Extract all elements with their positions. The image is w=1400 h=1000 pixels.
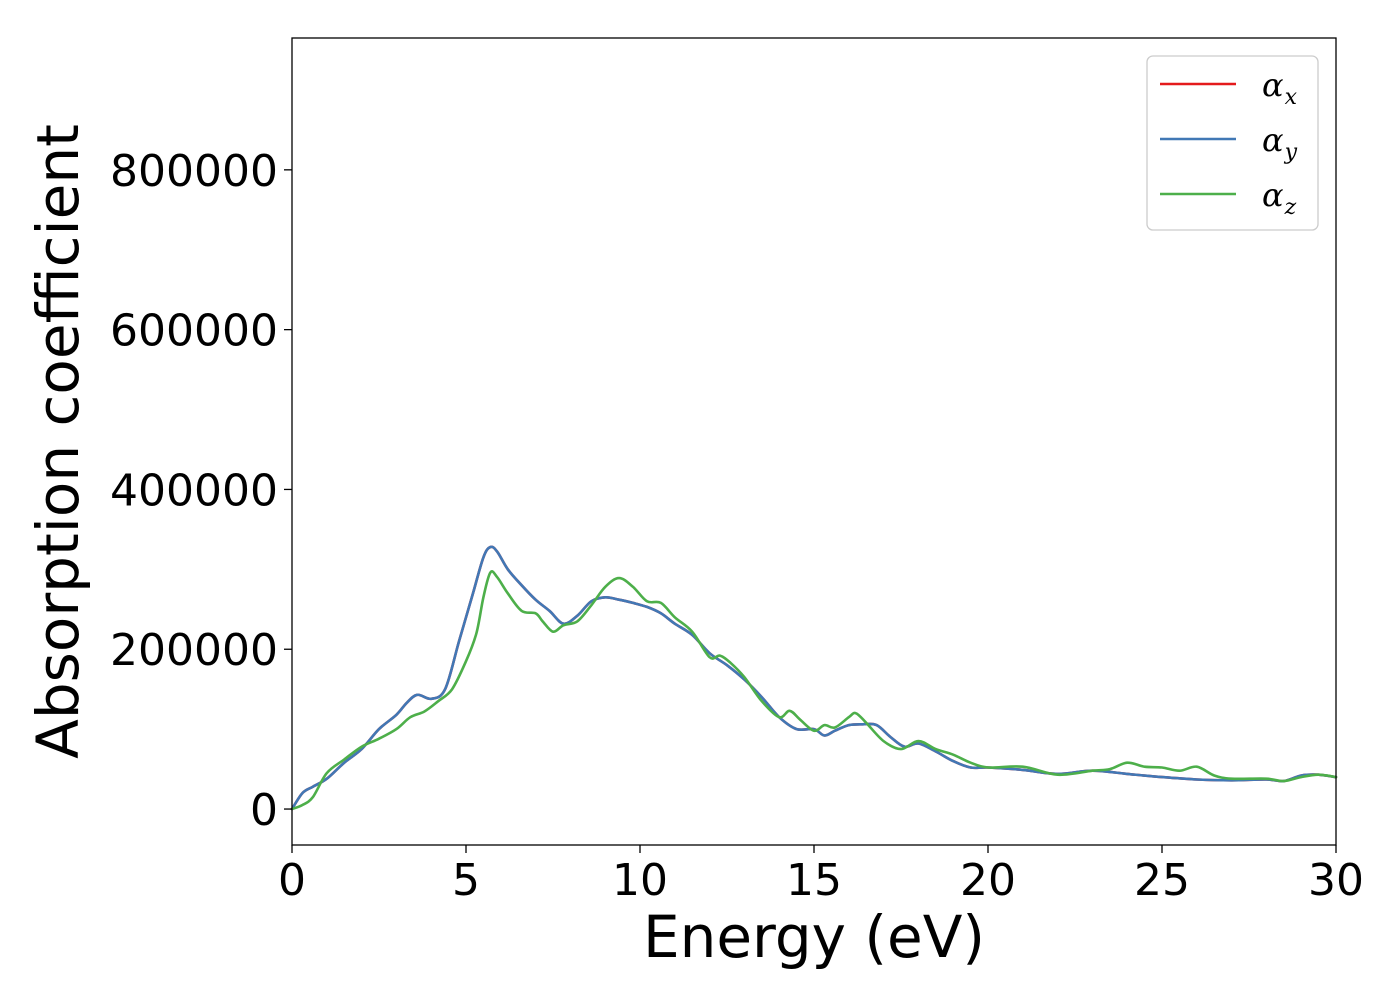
legend-label-base: α xyxy=(1262,176,1284,214)
x-axis-label: Energy (eV) xyxy=(643,903,985,971)
y-tick-label: 600000 xyxy=(110,306,278,357)
legend-label-subscript: x xyxy=(1285,85,1298,110)
y-axis-ticks: 0 200000 400000 600000 800000 xyxy=(110,146,292,836)
legend-label-subscript: z xyxy=(1284,195,1297,220)
x-tick-label: 15 xyxy=(786,855,842,906)
x-tick-label: 10 xyxy=(612,855,668,906)
x-axis-ticks: 0 5 10 15 20 25 30 xyxy=(278,845,1364,906)
legend-label-subscript: y xyxy=(1284,140,1298,165)
legend-label-z: αz xyxy=(1262,176,1297,220)
x-tick-label: 25 xyxy=(1134,855,1190,906)
legend-label-base: α xyxy=(1262,121,1284,159)
x-tick-label: 0 xyxy=(278,855,306,906)
legend-box xyxy=(1146,55,1319,231)
x-tick-label: 20 xyxy=(960,855,1016,906)
legend-label-y: αy xyxy=(1262,121,1298,165)
x-tick-label: 5 xyxy=(452,855,480,906)
legend-label-base: α xyxy=(1262,66,1284,104)
y-tick-label: 200000 xyxy=(110,625,278,676)
y-tick-label: 800000 xyxy=(110,146,278,197)
series-layer xyxy=(290,545,1338,811)
y-axis-label: Absorption coefficient xyxy=(24,124,92,759)
y-tick-label: 0 xyxy=(250,785,278,836)
y-tick-label: 400000 xyxy=(110,465,278,516)
x-tick-label: 30 xyxy=(1308,855,1364,906)
series-line-z xyxy=(290,570,1338,811)
legend-label-x: αx xyxy=(1262,66,1298,110)
